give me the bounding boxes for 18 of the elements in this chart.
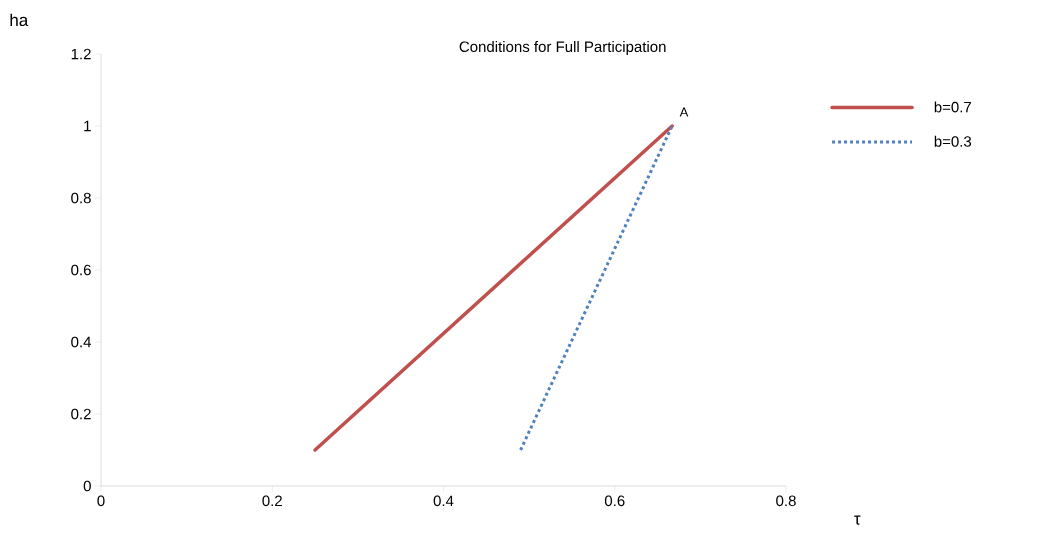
- y-axis-title: ha: [10, 13, 29, 27]
- y-tick-label: 0.6: [71, 264, 91, 276]
- y-tick-label: 1: [84, 120, 91, 132]
- y-tick-label: 1.2: [71, 48, 91, 60]
- x-tick-label: 0.4: [433, 495, 454, 507]
- y-tick-label: 0.2: [71, 408, 91, 420]
- x-tick-label: 0: [97, 495, 105, 507]
- chart-title: Conditions for Full Participation: [459, 41, 666, 55]
- x-tick-label: 0.6: [604, 495, 625, 507]
- y-tick-label: 0: [83, 480, 91, 492]
- annotation: A: [679, 107, 689, 117]
- text: b=0.3: [934, 135, 972, 147]
- x-tick-label: 0.8: [776, 495, 796, 507]
- y-tick-label: 0.8: [71, 192, 91, 204]
- x-axis-title: τ: [854, 515, 861, 525]
- text: b=0.7: [934, 101, 971, 113]
- x-tick-label: 0.2: [262, 495, 282, 507]
- y-tick-label: 0.4: [71, 336, 92, 348]
